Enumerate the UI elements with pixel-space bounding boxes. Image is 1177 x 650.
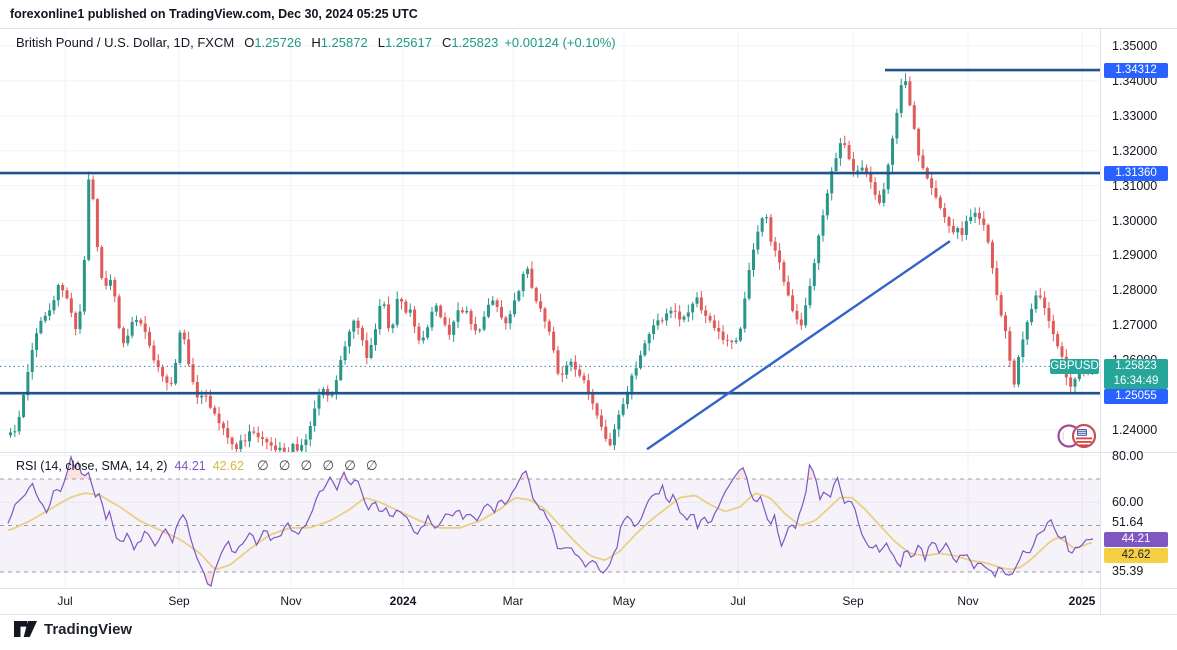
change-value: +0.00124 (+0.10%) [504,35,616,50]
rsi-header: RSI (14, close, SMA, 14, 2) 44.21 42.62 … [16,458,378,474]
symbol-header: British Pound / U.S. Dollar, 1D, FXCM O1… [16,35,616,50]
ticker-label: GBPUSD [1050,358,1099,374]
time-axis-label: Jul [730,594,746,608]
rsi-value-badge: 42.62 [1104,547,1168,563]
rsi-line [7,454,1094,587]
close-label: C [441,35,452,50]
rsi-tick-label: 60.00 [1112,495,1144,510]
time-axis-label: 2024 [389,594,417,608]
level-price-badge: 1.34312 [1104,62,1168,78]
open-label: O [244,35,255,50]
price-tick-label: 1.33000 [1112,108,1158,123]
rsi-empty-set-icons: ∅ ∅ ∅ ∅ ∅ ∅ [257,458,378,474]
rsi-tick-label: 51.64 [1112,514,1144,529]
rsi-value-badge: 44.21 [1104,531,1168,547]
rsi-sma-value: 42.62 [212,459,245,473]
tradingview-logo-icon [14,621,37,637]
rsi-band [0,479,1101,572]
rsi-tick-label: 80.00 [1112,448,1144,463]
empty-set-icon: ∅ [344,458,356,473]
rsi-value: 44.21 [174,459,206,473]
ascending-trendline [646,240,951,451]
time-axis-label: Nov [280,594,302,608]
empty-set-icon: ∅ [257,458,269,473]
rsi-oversold-fill [203,572,1014,586]
high-label: H [311,35,321,50]
low-value: 1.25617 [384,35,432,50]
last-price-value: 1.25823 [1115,359,1157,372]
currency-pair-icon [1057,423,1097,449]
empty-set-icon: ∅ [322,458,335,473]
time-axis-label: Jul [57,594,73,608]
bar-countdown: 16:34:49 [1113,374,1159,387]
price-tick-label: 1.32000 [1112,143,1158,158]
time-axis-label: Sep [842,594,864,608]
rsi-sma-line [7,492,1093,571]
empty-set-icon: ∅ [300,458,313,473]
price-tick-label: 1.30000 [1112,213,1158,228]
price-tick-label: 1.29000 [1112,248,1158,263]
low-label: L [377,35,385,50]
publisher-bar: forexonline1 published on TradingView.co… [0,0,1177,29]
publisher-text: forexonline1 published on TradingView.co… [10,7,418,21]
last-price-badge: 1.25823 16:34:49 [1104,358,1168,389]
time-axis-label: Nov [957,594,979,608]
price-tick-label: 1.31000 [1112,178,1158,193]
usd-flag-icon [1071,423,1097,449]
price-tick-label: 1.27000 [1112,318,1158,333]
symbol-title: British Pound / U.S. Dollar, 1D, FXCM [16,35,235,50]
footer-branding[interactable]: TradingView [14,620,132,638]
rsi-series [7,454,1094,587]
level-price-badge: 1.25055 [1104,389,1168,405]
candlestick-series [9,73,1094,452]
open-value: 1.25726 [254,35,302,50]
time-axis-label: Mar [502,594,524,608]
time-axis-label: Sep [168,594,190,608]
time-axis-label: 2025 [1068,594,1096,608]
high-value: 1.25872 [320,35,368,50]
tradingview-logo-text: TradingView [44,620,133,638]
price-tick-label: 1.35000 [1112,39,1158,53]
close-value: 1.25823 [451,35,499,50]
empty-set-icon: ∅ [365,458,378,473]
rsi-title: RSI (14, close, SMA, 14, 2) [16,459,168,473]
time-axis-label: May [612,594,636,608]
price-tick-label: 1.28000 [1112,283,1158,298]
price-tick-label: 1.24000 [1112,423,1158,437]
rsi-tick-label: 35.39 [1112,563,1144,578]
level-price-badge: 1.31360 [1104,165,1168,181]
empty-set-icon: ∅ [278,458,291,473]
